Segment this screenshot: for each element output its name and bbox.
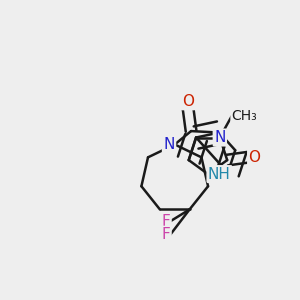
Text: N: N: [214, 130, 226, 145]
Text: NH: NH: [208, 167, 231, 182]
Text: O: O: [249, 150, 261, 165]
Text: CH₃: CH₃: [232, 109, 257, 123]
Text: O: O: [182, 94, 194, 109]
Text: F: F: [161, 214, 170, 229]
Text: N: N: [164, 137, 175, 152]
Text: F: F: [161, 227, 170, 242]
